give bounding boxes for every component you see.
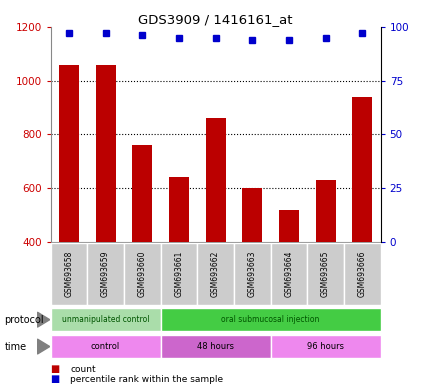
Text: GSM693665: GSM693665: [321, 250, 330, 297]
Text: GSM693661: GSM693661: [174, 250, 183, 297]
Text: 96 hours: 96 hours: [307, 342, 344, 351]
Bar: [59, 65, 79, 242]
Bar: [197, 243, 234, 305]
Text: control: control: [91, 342, 120, 351]
Bar: [315, 180, 336, 242]
Text: time: time: [4, 341, 26, 352]
Bar: [124, 243, 161, 305]
Text: ■: ■: [51, 374, 60, 384]
Text: GSM693666: GSM693666: [358, 250, 367, 297]
Bar: [242, 188, 262, 242]
Bar: [161, 308, 381, 331]
Bar: [161, 335, 271, 358]
Text: GSM693664: GSM693664: [284, 250, 293, 297]
Bar: [344, 243, 381, 305]
Text: count: count: [70, 365, 96, 374]
Bar: [51, 335, 161, 358]
Polygon shape: [37, 339, 50, 354]
Bar: [161, 243, 197, 305]
Text: GSM693663: GSM693663: [248, 250, 257, 297]
Bar: [169, 177, 189, 242]
Text: ■: ■: [51, 364, 60, 374]
Text: protocol: protocol: [4, 314, 44, 325]
Text: percentile rank within the sample: percentile rank within the sample: [70, 375, 224, 384]
Text: GSM693660: GSM693660: [138, 250, 147, 297]
Title: GDS3909 / 1416161_at: GDS3909 / 1416161_at: [138, 13, 293, 26]
Text: GSM693659: GSM693659: [101, 250, 110, 297]
Bar: [95, 65, 116, 242]
Bar: [51, 308, 161, 331]
Bar: [271, 335, 381, 358]
Bar: [87, 243, 124, 305]
Polygon shape: [37, 312, 50, 327]
Text: GSM693658: GSM693658: [64, 250, 73, 297]
Text: GSM693662: GSM693662: [211, 250, 220, 297]
Bar: [205, 118, 226, 242]
Bar: [279, 210, 299, 242]
Bar: [132, 145, 152, 242]
Bar: [51, 243, 87, 305]
Bar: [352, 97, 372, 242]
Text: oral submucosal injection: oral submucosal injection: [221, 315, 320, 324]
Bar: [307, 243, 344, 305]
Text: 48 hours: 48 hours: [197, 342, 234, 351]
Bar: [271, 243, 307, 305]
Text: unmanipulated control: unmanipulated control: [62, 315, 149, 324]
Bar: [234, 243, 271, 305]
